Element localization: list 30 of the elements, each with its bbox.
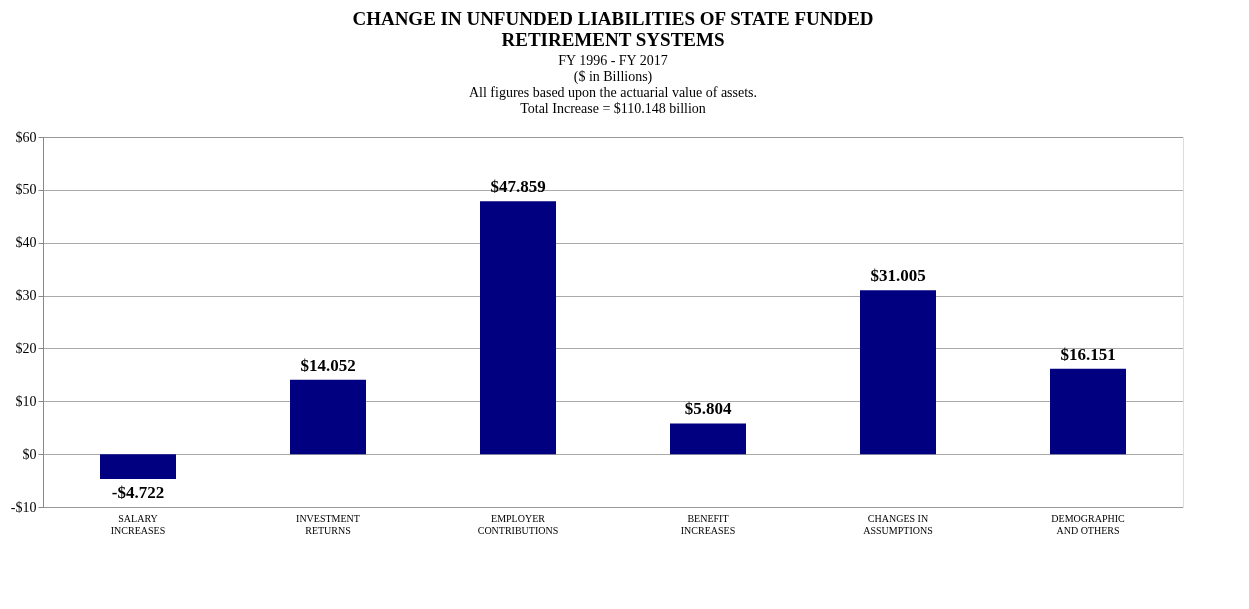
x-tick-label: BENEFIT INCREASES [680,512,736,536]
data-label: $5.804 [684,399,732,419]
chart-title: CHANGE IN UNFUNDED LIABILITIES OF STATE FUNDED RETIREMENT SYSTEMS [352,8,874,50]
text: Total Increase = $110.148 billion [520,101,706,116]
data-label: -$4.722 [111,483,165,503]
y-tick-label: $20 [15,340,37,356]
data-label: $47.859 [490,177,546,197]
bar [670,423,746,455]
bar [480,201,556,455]
y-tick-label: $0 [22,446,37,462]
chart-subtitle: FY 1996 - FY 2017 ($ in Billions) [558,53,668,85]
y-tick-label: $60 [15,129,37,145]
x-tick-label: CHANGES IN ASSUMPTIONS [863,512,933,536]
data-label: $16.151 [1060,344,1116,364]
bar [290,379,366,455]
data-label: $14.052 [300,355,356,375]
x-tick-label: DEMOGRAPHIC AND OTHERS [1051,512,1125,536]
x-tick-label: EMPLOYER CONTRIBUTIONS [477,512,559,536]
bar [860,290,936,455]
y-tick-label: $50 [15,182,37,198]
bar [100,454,176,480]
y-tick-label: $30 [15,288,37,304]
text: All figures based upon the actuarial value of assets. [468,85,758,100]
data-label: $31.005 [870,266,926,286]
y-tick-label: $40 [15,235,37,251]
x-tick-label: SALARY INCREASES [110,512,166,536]
bar [1050,368,1126,455]
y-tick-label: $10 [15,393,37,409]
x-tick-label: INVESTMENT RETURNS [296,512,360,536]
y-tick-label: -$10 [10,499,37,515]
